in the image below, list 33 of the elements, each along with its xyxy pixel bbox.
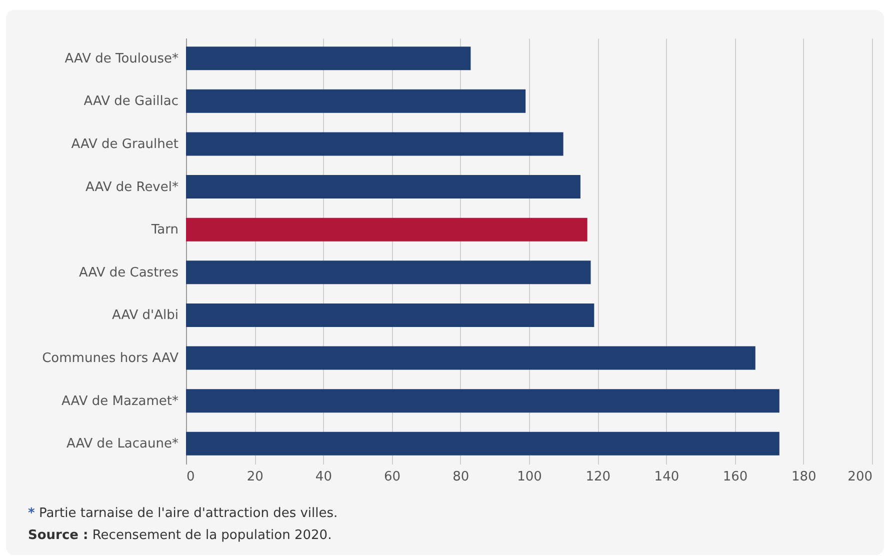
bar <box>186 432 780 456</box>
source-note: Source : Recensement de la population 2020. <box>28 527 333 545</box>
y-tick-label: Tarn <box>150 222 178 238</box>
bar <box>186 303 594 327</box>
y-tick-label: AAV d'Albi <box>112 308 178 324</box>
x-tick-label: 0 <box>186 470 195 484</box>
x-tick-label: 140 <box>654 470 680 484</box>
bar <box>186 260 591 284</box>
y-tick-label: AAV de Lacaune* <box>66 436 179 452</box>
y-tick-label: AAV de Revel* <box>86 180 179 195</box>
x-tick-label: 60 <box>384 470 401 484</box>
x-tick-label: 100 <box>517 470 542 484</box>
x-tick-label: 160 <box>722 470 748 484</box>
x-tick-label: 80 <box>452 470 470 484</box>
bar <box>186 175 580 199</box>
y-tick-label: AAV de Mazamet* <box>62 394 179 409</box>
bar <box>186 389 780 413</box>
bar <box>186 89 526 113</box>
x-tick-label: 200 <box>848 470 872 484</box>
bar <box>186 218 588 242</box>
x-tick-label: 40 <box>315 470 332 484</box>
bar <box>186 132 564 156</box>
y-tick-label: Communes hors AAV <box>42 351 179 366</box>
y-tick-label: AAV de Toulouse* <box>64 51 179 66</box>
y-tick-label: AAV de Graulhet <box>71 136 178 152</box>
y-tick-label: AAV de Gaillac <box>84 94 178 110</box>
x-tick-label: 180 <box>791 470 816 484</box>
text: * Partie tarnaise de l'aire d'attraction des villes. <box>28 505 338 523</box>
x-tick-label: 120 <box>586 470 611 484</box>
x-tick-label: 20 <box>246 470 264 484</box>
bar <box>186 46 471 70</box>
y-tick-label: AAV de Castres <box>79 265 179 280</box>
bar <box>186 346 756 370</box>
